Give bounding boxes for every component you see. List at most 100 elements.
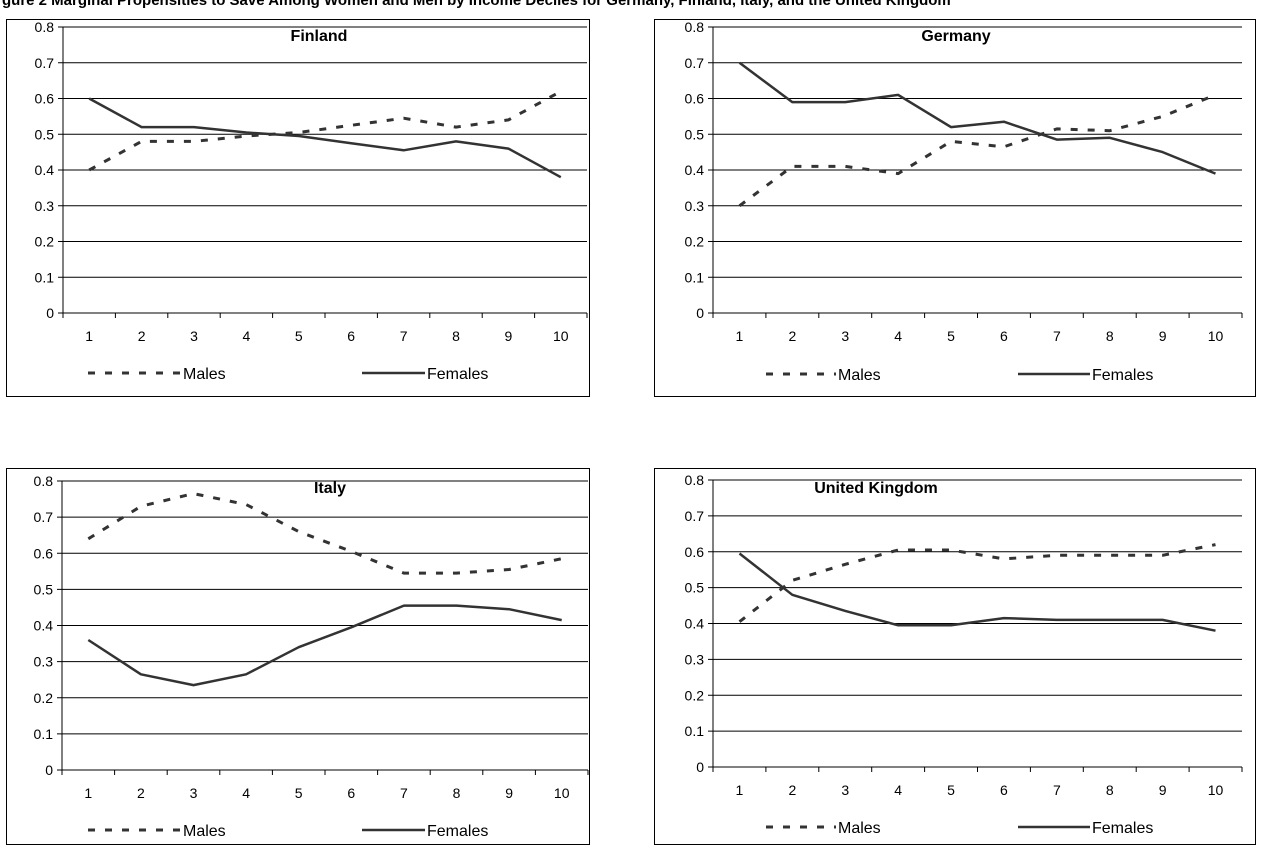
x-tick-label: 9 xyxy=(505,328,513,344)
x-tick-label: 4 xyxy=(242,785,250,801)
legend-label-females: Females xyxy=(427,823,488,840)
y-tick-label: 0.2 xyxy=(685,234,705,250)
chart-title: Italy xyxy=(314,480,346,497)
y-tick-label: 0.8 xyxy=(685,472,705,488)
x-tick-label: 5 xyxy=(947,328,955,344)
chart-frame xyxy=(6,19,590,397)
chart-title: Germany xyxy=(921,28,990,45)
series-line-males xyxy=(88,90,562,172)
x-tick-label: 7 xyxy=(1053,782,1061,798)
y-tick-label: 0.5 xyxy=(685,580,705,596)
x-tick-label: 2 xyxy=(788,782,796,798)
series-line-females xyxy=(87,604,562,687)
chart-title: United Kingdom xyxy=(814,480,938,497)
x-tick-label: 10 xyxy=(554,785,570,801)
figure-caption: gure 2 Marginal Propensities to Save Amo… xyxy=(2,0,951,9)
x-tick-label: 10 xyxy=(1208,328,1224,344)
y-tick-label: 0.1 xyxy=(34,726,54,742)
y-tick-label: 0.1 xyxy=(685,269,705,285)
series-line-males xyxy=(738,543,1216,623)
y-tick-label: 0.1 xyxy=(685,723,705,739)
x-tick-label: 3 xyxy=(841,328,849,344)
y-tick-label: 0.5 xyxy=(34,581,54,597)
x-tick-label: 10 xyxy=(1208,782,1224,798)
x-tick-label: 8 xyxy=(453,785,461,801)
x-tick-label: 6 xyxy=(1000,782,1008,798)
y-tick-label: 0.3 xyxy=(35,198,55,214)
x-tick-label: 4 xyxy=(243,328,251,344)
x-tick-label: 1 xyxy=(736,782,744,798)
y-tick-label: 0.6 xyxy=(685,91,705,107)
x-tick-label: 9 xyxy=(505,785,513,801)
x-tick-label: 9 xyxy=(1159,782,1167,798)
x-tick-label: 5 xyxy=(947,782,955,798)
x-tick-label: 7 xyxy=(1053,328,1061,344)
y-tick-label: 0.6 xyxy=(685,544,705,560)
legend-label-females: Females xyxy=(1092,367,1153,384)
chart-frame xyxy=(6,468,590,845)
y-tick-label: 0 xyxy=(46,305,54,321)
y-tick-label: 0.2 xyxy=(685,687,705,703)
y-tick-label: 0.7 xyxy=(685,508,705,524)
x-tick-label: 6 xyxy=(347,785,355,801)
x-tick-label: 8 xyxy=(1106,782,1114,798)
x-tick-label: 8 xyxy=(1106,328,1114,344)
series-line-females xyxy=(738,61,1216,175)
x-tick-label: 5 xyxy=(295,328,303,344)
legend-label-females: Females xyxy=(427,366,488,383)
chart-title: Finland xyxy=(291,28,348,45)
x-tick-label: 2 xyxy=(138,328,146,344)
series-line-males xyxy=(87,492,563,575)
y-tick-label: 0.4 xyxy=(685,616,705,632)
x-tick-label: 1 xyxy=(736,328,744,344)
y-tick-label: 0.4 xyxy=(685,162,705,178)
y-tick-label: 0.8 xyxy=(34,473,54,489)
legend-label-females: Females xyxy=(1092,820,1153,837)
x-tick-label: 7 xyxy=(400,785,408,801)
x-tick-label: 3 xyxy=(190,785,198,801)
series-line-females xyxy=(88,97,562,179)
series-line-females xyxy=(738,552,1216,632)
y-tick-label: 0.7 xyxy=(34,509,54,525)
x-tick-label: 6 xyxy=(347,328,355,344)
x-tick-label: 5 xyxy=(295,785,303,801)
y-tick-label: 0.4 xyxy=(35,162,55,178)
x-tick-label: 8 xyxy=(452,328,460,344)
x-tick-label: 10 xyxy=(553,328,569,344)
x-tick-label: 3 xyxy=(190,328,198,344)
legend-label-males: Males xyxy=(183,823,226,840)
y-tick-label: 0.4 xyxy=(34,618,54,634)
chart-panel-italy: 0 0.1 0.2 0.3 0.4 0.5 0.6 0.7 0.8 1 2 3 4 5 6 7 8 9 10 Ital… xyxy=(6,468,590,845)
y-tick-label: 0 xyxy=(696,305,704,321)
x-tick-label: 6 xyxy=(1000,328,1008,344)
y-tick-label: 0 xyxy=(45,762,53,778)
chart-frame xyxy=(654,468,1256,845)
series-line-males xyxy=(738,93,1217,208)
chart-frame xyxy=(654,19,1256,397)
legend-label-males: Males xyxy=(183,366,226,383)
y-tick-label: 0.7 xyxy=(35,55,55,71)
x-tick-label: 1 xyxy=(85,328,93,344)
x-tick-label: 4 xyxy=(894,328,902,344)
x-tick-label: 3 xyxy=(841,782,849,798)
chart-panel-finland: 0 0.1 0.2 0.3 0.4 0.5 0.6 0.7 0.8 1 2 3 4 5 6 7 8 9 10 Finl… xyxy=(6,19,590,397)
y-tick-label: 0.7 xyxy=(685,55,705,71)
x-tick-label: 2 xyxy=(137,785,145,801)
y-tick-label: 0.3 xyxy=(685,198,705,214)
y-tick-label: 0.2 xyxy=(34,690,54,706)
chart-panel-united-kingdom: 0 0.1 0.2 0.3 0.4 0.5 0.6 0.7 0.8 1 2 3 4 5 6 7 8 9 10 Unit… xyxy=(654,468,1256,845)
y-tick-label: 0.3 xyxy=(34,654,54,670)
x-tick-label: 4 xyxy=(894,782,902,798)
y-tick-label: 0.5 xyxy=(35,126,55,142)
x-tick-label: 9 xyxy=(1159,328,1167,344)
y-tick-label: 0.1 xyxy=(35,269,55,285)
legend-label-males: Males xyxy=(838,367,881,384)
legend-label-males: Males xyxy=(838,820,881,837)
y-tick-label: 0.5 xyxy=(685,126,705,142)
x-tick-label: 1 xyxy=(84,785,92,801)
y-tick-label: 0.8 xyxy=(35,19,55,35)
y-tick-label: 0.2 xyxy=(35,234,55,250)
x-tick-label: 2 xyxy=(788,328,796,344)
y-tick-label: 0.3 xyxy=(685,651,705,667)
